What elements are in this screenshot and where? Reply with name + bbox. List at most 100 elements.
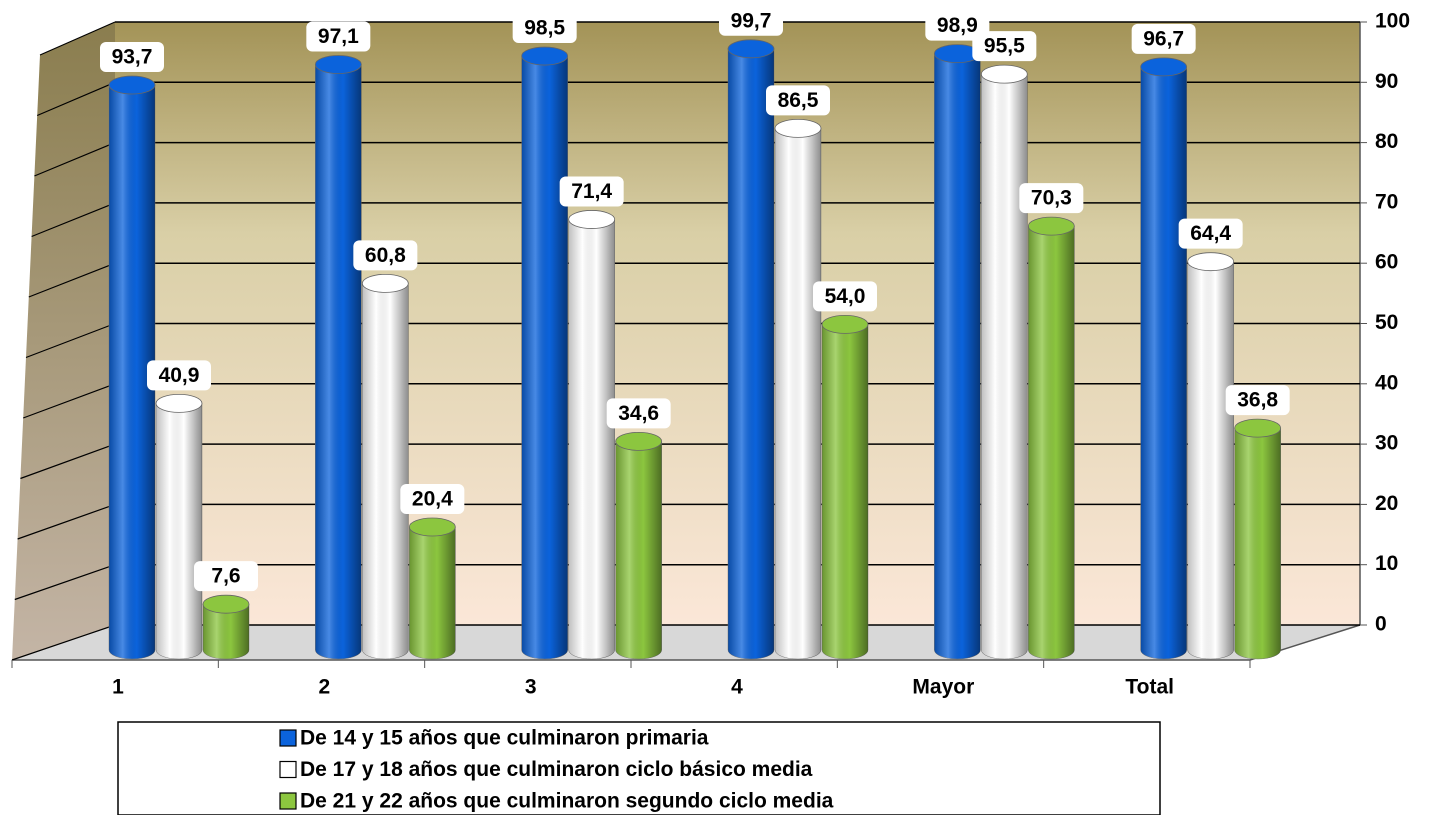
data-label-box [306, 21, 371, 52]
data-label: 86,5 [778, 89, 819, 112]
bar-cap [314, 55, 362, 74]
y-tick-label: 50 [1375, 311, 1398, 334]
data-label: 40,9 [159, 364, 200, 387]
data-label: 34,6 [618, 402, 659, 425]
data-label: 98,5 [524, 17, 565, 40]
bar-shading [409, 526, 456, 659]
bar-shading [1234, 428, 1281, 659]
bar-cap [202, 594, 250, 614]
data-label-box [194, 561, 258, 592]
side-grid-line [22, 383, 116, 419]
legend-label: De 14 y 15 años que culminaron primaria [300, 727, 709, 750]
data-label-box [1178, 218, 1243, 249]
side-grid-line [17, 503, 116, 540]
bar-cap [408, 517, 456, 537]
y-tick-label: 80 [1375, 130, 1398, 153]
data-label-box [813, 281, 877, 312]
data-label: 36,8 [1237, 389, 1278, 412]
data-label-box [512, 13, 577, 44]
bar-cap [727, 39, 775, 59]
side-grid-line [20, 443, 116, 480]
bar-shading [362, 283, 409, 659]
data-label: 64,4 [1190, 222, 1231, 245]
y-tick-label: 40 [1375, 371, 1398, 394]
bar-cap [568, 210, 616, 229]
legend-swatch [279, 792, 297, 810]
y-tick-label: 70 [1375, 190, 1398, 213]
bar-shading [1028, 226, 1075, 659]
data-label-box [972, 31, 1037, 62]
y-tick-label: 10 [1375, 552, 1398, 575]
side-grid-line [28, 262, 116, 298]
data-label: 99,7 [731, 9, 772, 32]
bar-cap [108, 75, 156, 95]
side-grid-line [39, 21, 116, 56]
bar-cap [774, 119, 822, 138]
y-tick-label: 100 [1375, 10, 1410, 33]
bar-cap [615, 431, 663, 451]
data-label-box [925, 10, 990, 41]
bar-cap [1027, 216, 1075, 236]
x-tick-label: 3 [525, 676, 537, 699]
data-label-box [559, 176, 624, 207]
data-label: 70,3 [1031, 187, 1072, 210]
side-grid-line [34, 142, 116, 177]
bar-cap [361, 273, 409, 293]
data-label-box [100, 41, 164, 72]
side-wall [12, 22, 115, 660]
bar-cap [1140, 57, 1188, 77]
x-tick-label: 2 [318, 676, 330, 699]
data-label: 54,0 [825, 285, 866, 308]
legend-swatch [279, 760, 297, 779]
data-label: 96,7 [1143, 27, 1184, 50]
legend-swatch [279, 729, 297, 747]
side-grid-line [25, 322, 116, 359]
side-grid-line [14, 564, 116, 601]
data-label: 20,4 [412, 488, 453, 511]
data-label-box [400, 483, 465, 514]
bar-cap [821, 314, 869, 334]
data-label-box [606, 398, 671, 429]
data-label: 71,4 [571, 180, 612, 203]
bar-shading [981, 74, 1028, 659]
data-label: 7,6 [211, 565, 240, 588]
side-grid-line [11, 624, 116, 661]
x-tick-label: 4 [731, 676, 743, 699]
bar-shading [934, 53, 981, 660]
bar-shading [1140, 66, 1187, 660]
legend-label: De 21 y 22 años que culminaron segundo c… [300, 790, 834, 813]
data-label: 93,7 [112, 46, 153, 69]
bar-cap [521, 46, 569, 66]
data-label-box [766, 85, 830, 116]
bars [108, 39, 1282, 660]
side-grid-line [36, 81, 116, 117]
bar-shading [728, 48, 774, 659]
bar-shading [1187, 261, 1234, 659]
data-label-box [1019, 183, 1084, 214]
data-label: 60,8 [365, 244, 406, 267]
data-label-box [1225, 385, 1290, 416]
bar-cap [1234, 418, 1282, 438]
bar-cap [1187, 252, 1235, 272]
x-tick-label: Mayor [912, 676, 974, 699]
data-label: 98,9 [937, 14, 978, 37]
data-label-box [1131, 23, 1196, 54]
bar-shading [109, 84, 155, 659]
data-label-box [353, 240, 418, 271]
bar-shading [775, 128, 821, 659]
bar-shading [615, 441, 662, 659]
y-tick-label: 60 [1375, 251, 1398, 274]
y-tick-label: 20 [1375, 492, 1398, 515]
bar-cap [155, 393, 203, 413]
bar-shading [203, 604, 249, 659]
bar-cap [980, 64, 1028, 84]
bar-shading [822, 324, 868, 659]
y-tick-label: 30 [1375, 432, 1398, 455]
bar-shading [315, 64, 362, 659]
data-label-box [147, 360, 211, 391]
side-grid-line [31, 202, 116, 238]
data-label-box [719, 5, 783, 36]
x-tick-label: Total [1125, 676, 1174, 699]
legend-label: De 17 y 18 años que culminaron ciclo bás… [300, 758, 813, 781]
